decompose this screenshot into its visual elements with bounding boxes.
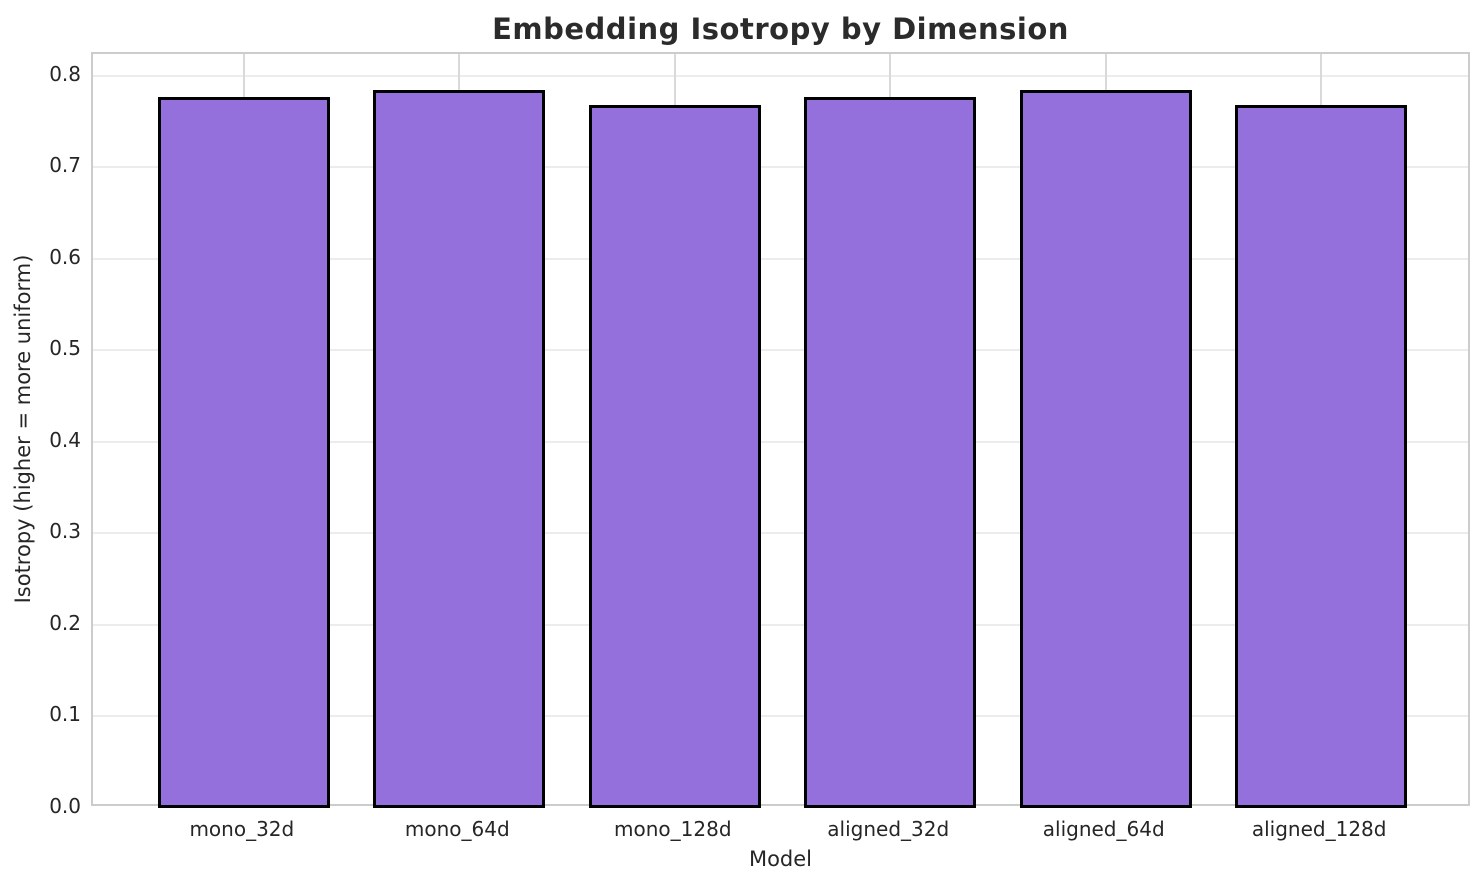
- x-tick-label-mono_64d: mono_64d: [404, 817, 510, 841]
- h-gridline: [93, 257, 1468, 260]
- x-tick-label-mono_32d: mono_32d: [189, 817, 295, 841]
- y-tick-label: 0.2: [49, 610, 81, 635]
- chart-title: Embedding Isotropy by Dimension: [492, 12, 1069, 46]
- h-gridline: [93, 74, 1468, 77]
- y-tick-label: 0.8: [49, 61, 81, 86]
- bar-mono_128d: [588, 105, 761, 808]
- y-tick-label: 0.1: [49, 702, 81, 727]
- x-tick-label-mono_128d: mono_128d: [614, 817, 732, 841]
- h-gridline: [93, 715, 1468, 718]
- y-tick-label: 0.5: [49, 336, 81, 361]
- bar-aligned_64d: [1019, 89, 1192, 808]
- h-gridline: [93, 349, 1468, 352]
- bar-mono_64d: [373, 89, 546, 808]
- h-gridline: [93, 440, 1468, 443]
- y-tick-label: 0.3: [49, 519, 81, 544]
- bar-aligned_128d: [1234, 105, 1408, 808]
- bar-aligned_32d: [804, 97, 977, 808]
- y-tick-label: 0.4: [49, 427, 81, 452]
- x-tick-label-aligned_128d: aligned_128d: [1251, 817, 1387, 841]
- y-tick-label: 0.6: [49, 244, 81, 269]
- bar-mono_32d: [157, 97, 331, 808]
- x-axis-label: Model: [748, 847, 813, 871]
- plot-area: [91, 52, 1470, 808]
- x-tick-label-aligned_64d: aligned_64d: [1042, 817, 1165, 841]
- h-gridline: [93, 532, 1468, 535]
- y-tick-label: 0.7: [49, 153, 81, 178]
- y-tick-label: 0.0: [49, 794, 81, 818]
- x-tick-label-aligned_32d: aligned_32d: [827, 817, 950, 841]
- h-gridline: [93, 166, 1468, 169]
- h-gridline: [93, 623, 1468, 626]
